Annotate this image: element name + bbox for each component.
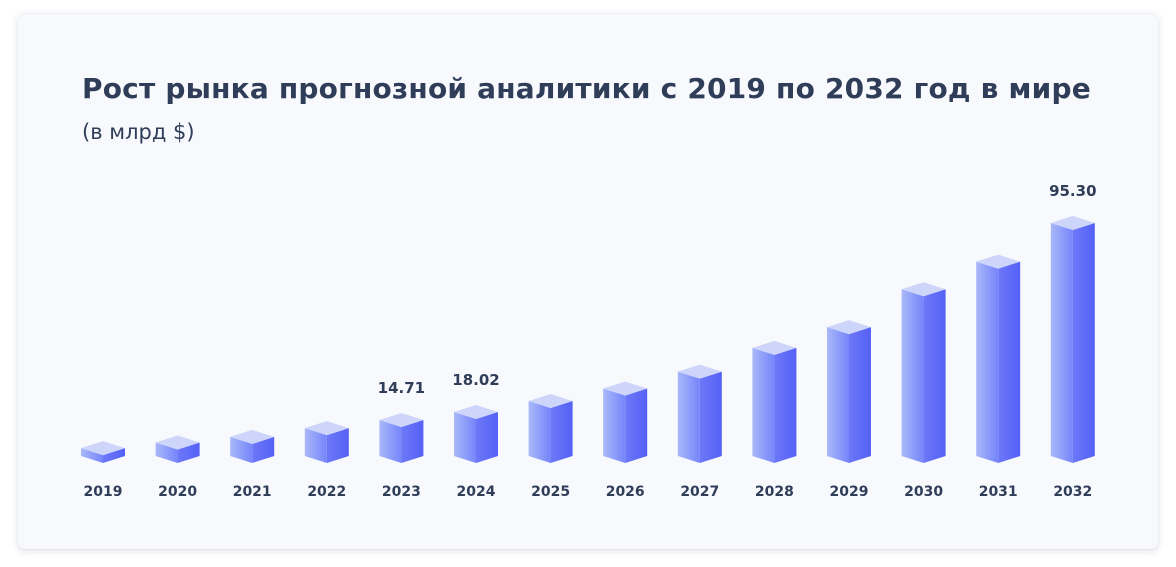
bar-side-face <box>774 347 797 463</box>
data-label-2032: 95.30 <box>1049 182 1096 200</box>
bar-2022 <box>304 421 349 463</box>
bar-front-face <box>603 388 626 463</box>
x-tick-label: 2024 <box>457 484 496 500</box>
x-tick-label: 2031 <box>979 484 1018 500</box>
x-tick-label: 2029 <box>830 484 869 500</box>
bar-side-face <box>550 400 573 463</box>
bar-2030 <box>901 282 946 463</box>
x-tick-label: 2023 <box>382 484 421 500</box>
chart-subtitle: (в млрд $) <box>82 120 195 144</box>
bar-top-face <box>454 404 498 419</box>
x-tick-label: 2026 <box>606 484 645 500</box>
data-labels: 14.71 18.02 95.30 <box>378 182 1097 397</box>
bar-side-face <box>849 327 871 463</box>
data-label-2024: 18.02 <box>452 371 499 389</box>
bar-top-face <box>304 421 349 436</box>
bar-2028 <box>752 340 797 463</box>
bar-top-face <box>677 364 722 379</box>
bar-2021 <box>230 429 275 463</box>
bar-side-face <box>401 420 424 463</box>
bar-side-face <box>699 371 722 463</box>
x-tick-label: 2028 <box>755 484 794 500</box>
bar-top-face <box>603 381 648 396</box>
bar-top-face <box>827 320 871 335</box>
bar-side-face <box>177 442 200 463</box>
bar-2031 <box>976 254 1021 463</box>
x-tick-label: 2030 <box>904 484 943 500</box>
bar-front-face <box>230 436 253 463</box>
bar-2023 <box>379 413 424 463</box>
bar-side-face <box>998 261 1021 463</box>
bar-side-face <box>252 436 275 463</box>
bar-top-face <box>155 435 200 450</box>
x-tick-label: 2027 <box>680 484 719 500</box>
bar-front-face <box>155 442 178 463</box>
bar-top-face <box>81 441 125 456</box>
x-tick-label: 2020 <box>158 484 197 500</box>
x-tick-label: 2032 <box>1053 484 1092 500</box>
bar-front-face <box>976 261 999 463</box>
bar-top-face <box>901 282 946 297</box>
bar-side-face <box>1072 223 1095 463</box>
bar-2020 <box>155 435 200 463</box>
x-tick-label: 2022 <box>307 484 346 500</box>
bar-side-face <box>103 448 125 463</box>
x-axis-ticks: 2019 2020 2021 2022 2023 2024 2025 2026 2027 2028… <box>84 484 1093 500</box>
bar-2025 <box>528 393 573 463</box>
bar-front-face <box>901 289 924 463</box>
data-label-2023: 14.71 <box>378 379 425 397</box>
bar-top-face <box>1050 216 1095 230</box>
bar-top-face <box>528 393 573 408</box>
bar-side-face <box>326 428 349 463</box>
bar-top-face <box>230 429 275 444</box>
bar-front-face <box>454 411 476 463</box>
bar-2029 <box>827 320 871 463</box>
x-tick-label: 2019 <box>84 484 123 500</box>
bar-front-face <box>827 327 849 463</box>
x-tick-label: 2025 <box>531 484 570 500</box>
bar-chart: 2019 2020 2021 2022 2023 2024 2025 2026 2027 2028… <box>81 182 1097 500</box>
bar-2026 <box>603 381 648 463</box>
bar-side-face <box>625 388 648 463</box>
bar-top-face <box>379 413 424 428</box>
bar-front-face <box>752 347 775 463</box>
bar-2024 <box>454 404 498 463</box>
bar-side-face <box>476 411 498 463</box>
bar-2032 <box>1050 216 1095 463</box>
chart-title: Рост рынка прогнозной аналитики с 2019 п… <box>82 72 1091 105</box>
bar-front-face <box>81 448 103 463</box>
bar-front-face <box>677 371 700 463</box>
bar-front-face <box>379 420 402 463</box>
bar-top-face <box>752 340 797 355</box>
chart-card: Рост рынка прогнозной аналитики с 2019 п… <box>18 14 1158 549</box>
bar-front-face <box>304 428 327 463</box>
bar-2027 <box>677 364 722 463</box>
bar-front-face <box>528 400 551 463</box>
bars-group <box>81 216 1095 463</box>
bar-front-face <box>1050 223 1073 463</box>
x-tick-label: 2021 <box>233 484 272 500</box>
bar-2019 <box>81 441 125 463</box>
bar-side-face <box>923 289 946 463</box>
